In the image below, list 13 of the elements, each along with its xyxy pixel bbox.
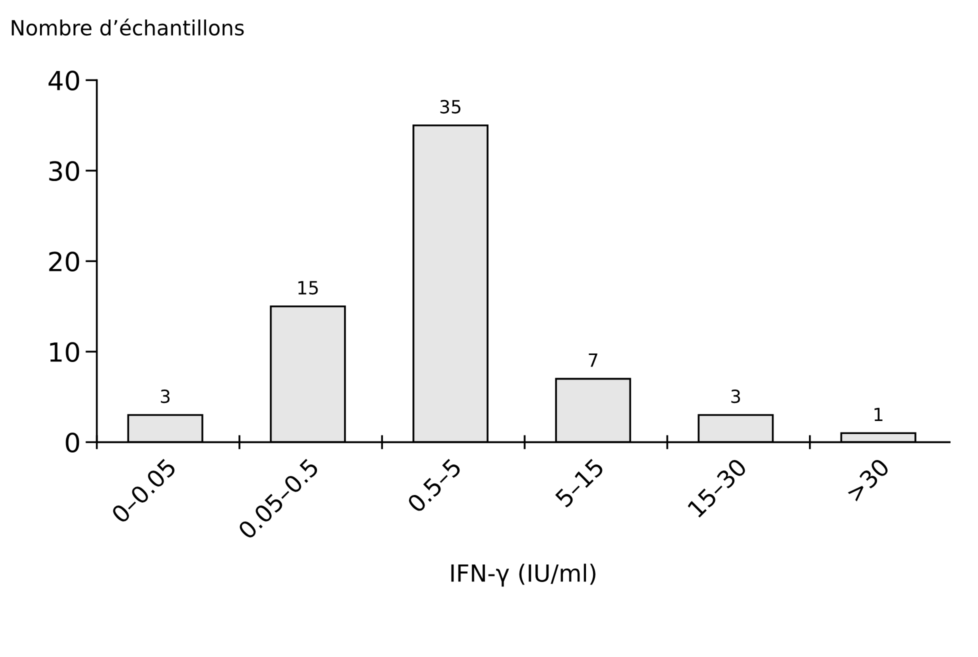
data-label: 3 bbox=[160, 390, 170, 404]
y-tick-label: 40 bbox=[48, 70, 80, 91]
x-axis-title: IFN-γ (IU/ml) bbox=[451, 564, 596, 587]
y-tick-label: 30 bbox=[49, 161, 80, 182]
data-label: 1 bbox=[874, 408, 882, 422]
y-tick-label: 20 bbox=[49, 252, 80, 272]
y-tick-label: 10 bbox=[50, 342, 80, 362]
y-axis-title: Nombre d’échantillons bbox=[12, 18, 244, 36]
data-label: 7 bbox=[588, 354, 598, 367]
y-tick-label: 0 bbox=[66, 432, 80, 453]
data-label: 3 bbox=[731, 390, 740, 404]
data-label: 35 bbox=[440, 100, 460, 114]
data-label: 15 bbox=[298, 281, 318, 295]
